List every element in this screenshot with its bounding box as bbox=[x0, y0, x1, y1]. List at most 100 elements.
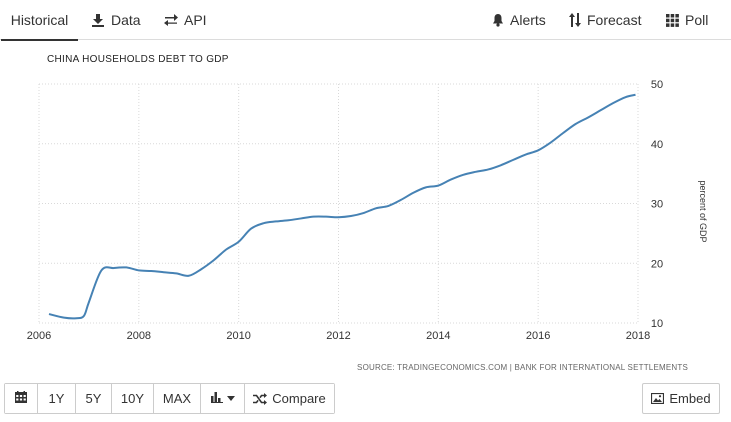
data-point[interactable] bbox=[111, 265, 117, 271]
data-point[interactable] bbox=[633, 92, 639, 98]
data-point[interactable] bbox=[298, 215, 304, 221]
data-point[interactable] bbox=[448, 177, 454, 183]
data-point[interactable] bbox=[323, 214, 329, 220]
data-point[interactable] bbox=[236, 239, 242, 245]
data-point[interactable] bbox=[410, 190, 416, 196]
caret-down-icon bbox=[226, 396, 235, 401]
data-point[interactable] bbox=[186, 273, 192, 279]
tab-alerts-label: Alerts bbox=[510, 12, 546, 28]
image-icon bbox=[651, 393, 665, 404]
bar-chart-icon bbox=[210, 391, 223, 406]
shuffle-icon bbox=[253, 392, 268, 405]
data-point[interactable] bbox=[161, 269, 167, 275]
data-point[interactable] bbox=[148, 268, 154, 274]
x-tick-label: 2016 bbox=[526, 330, 550, 342]
data-point[interactable] bbox=[460, 172, 466, 178]
data-point[interactable] bbox=[423, 184, 429, 190]
data-point[interactable] bbox=[473, 169, 479, 175]
calendar-button[interactable] bbox=[5, 384, 38, 413]
y-tick-label: 20 bbox=[651, 258, 663, 270]
data-point[interactable] bbox=[510, 157, 516, 163]
data-point[interactable] bbox=[573, 121, 579, 127]
data-point[interactable] bbox=[98, 267, 104, 273]
data-point[interactable] bbox=[373, 205, 379, 211]
data-point[interactable] bbox=[86, 299, 92, 305]
data-point[interactable] bbox=[548, 140, 554, 146]
y-axis-label: percent of GDP bbox=[698, 180, 708, 242]
data-point[interactable] bbox=[173, 270, 179, 276]
chart-title: CHINA HOUSEHOLDS DEBT TO GDP bbox=[47, 54, 229, 65]
y-tick-label: 30 bbox=[651, 199, 663, 211]
chart-area: 10 20 30 40 50 2006 2008 2010 2012 2014 2016 2018 pe… bbox=[0, 41, 731, 379]
range-button-group: 1Y 5Y 10Y MAX Compare bbox=[4, 383, 335, 414]
download-icon bbox=[91, 13, 105, 27]
data-point[interactable] bbox=[623, 94, 629, 100]
chart-type-dropdown[interactable] bbox=[201, 384, 245, 413]
data-point[interactable] bbox=[46, 311, 52, 317]
embed-label: Embed bbox=[669, 391, 711, 406]
tab-forecast-label: Forecast bbox=[587, 12, 642, 28]
calendar-icon bbox=[15, 391, 27, 406]
data-point[interactable] bbox=[261, 220, 267, 226]
data-point[interactable] bbox=[336, 214, 342, 220]
data-point[interactable] bbox=[535, 147, 541, 153]
data-point[interactable] bbox=[585, 114, 591, 120]
tab-api-label: API bbox=[184, 12, 207, 28]
tab-historical-label: Historical bbox=[10, 11, 69, 28]
sort-arrows-icon bbox=[569, 13, 581, 27]
y-tick-label: 10 bbox=[651, 318, 663, 330]
x-tick-label: 2014 bbox=[426, 330, 450, 342]
data-point[interactable] bbox=[560, 130, 566, 136]
tab-historical[interactable]: Historical bbox=[1, 0, 78, 41]
y-tick-label: 50 bbox=[651, 79, 663, 91]
x-tick-label: 2006 bbox=[27, 330, 51, 342]
data-point[interactable] bbox=[348, 213, 354, 219]
data-point[interactable] bbox=[523, 152, 529, 158]
chart-source: SOURCE: TRADINGECONOMICS.COM | BANK FOR … bbox=[357, 363, 688, 372]
data-point[interactable] bbox=[398, 197, 404, 203]
tab-poll-label: Poll bbox=[685, 12, 709, 28]
data-point[interactable] bbox=[248, 226, 254, 232]
range-5y-button[interactable]: 5Y bbox=[76, 384, 112, 413]
grid-icon bbox=[666, 13, 679, 27]
data-point[interactable] bbox=[435, 183, 441, 189]
tab-poll[interactable]: Poll bbox=[666, 0, 708, 40]
data-point[interactable] bbox=[610, 100, 616, 106]
tab-data[interactable]: Data bbox=[91, 0, 141, 40]
data-point[interactable] bbox=[385, 203, 391, 209]
data-point[interactable] bbox=[61, 315, 67, 321]
x-tick-label: 2018 bbox=[626, 330, 650, 342]
compare-button[interactable]: Compare bbox=[245, 384, 334, 413]
top-tab-bar: Historical Data API Alerts Forecast bbox=[0, 0, 731, 41]
tab-alerts[interactable]: Alerts bbox=[492, 0, 546, 40]
data-point[interactable] bbox=[198, 266, 204, 272]
range-max-button[interactable]: MAX bbox=[154, 384, 201, 413]
data-point[interactable] bbox=[123, 264, 129, 270]
data-point[interactable] bbox=[498, 162, 504, 168]
series-line bbox=[48, 93, 636, 320]
embed-button[interactable]: Embed bbox=[642, 383, 720, 414]
compare-label: Compare bbox=[272, 391, 326, 406]
data-point[interactable] bbox=[360, 210, 366, 216]
data-point[interactable] bbox=[223, 247, 229, 253]
bell-icon bbox=[492, 13, 504, 27]
data-point[interactable] bbox=[286, 217, 292, 223]
x-tick-label: 2012 bbox=[326, 330, 350, 342]
exchange-arrows-icon bbox=[164, 14, 178, 26]
data-point[interactable] bbox=[81, 313, 87, 319]
tab-forecast[interactable]: Forecast bbox=[569, 0, 641, 40]
tab-api[interactable]: API bbox=[164, 0, 207, 40]
y-tick-label: 40 bbox=[651, 139, 663, 151]
data-point[interactable] bbox=[73, 315, 79, 321]
data-point[interactable] bbox=[311, 214, 317, 220]
range-10y-button[interactable]: 10Y bbox=[112, 384, 154, 413]
line-chart: 10 20 30 40 50 2006 2008 2010 2012 2014 2016 2018 pe… bbox=[27, 79, 708, 342]
data-point[interactable] bbox=[485, 166, 491, 172]
x-tick-label: 2010 bbox=[226, 330, 250, 342]
data-point[interactable] bbox=[273, 218, 279, 224]
range-1y-button[interactable]: 1Y bbox=[38, 384, 76, 413]
tab-data-label: Data bbox=[111, 12, 141, 28]
data-point[interactable] bbox=[598, 107, 604, 113]
data-point[interactable] bbox=[211, 257, 217, 263]
data-point[interactable] bbox=[136, 267, 142, 273]
